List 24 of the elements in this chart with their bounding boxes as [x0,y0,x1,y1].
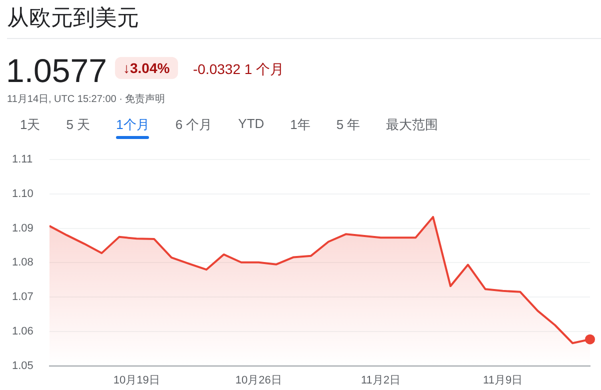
x-tick-label: 10月26日 [235,374,282,386]
x-tick-label: 10月19日 [113,374,160,386]
text: -0.0332 1 个月 [193,61,284,79]
text: 1年 [290,116,310,134]
text: 1.0577 [6,52,107,90]
y-tick-label: 1.06 [12,325,34,338]
text: YTD [238,116,264,133]
y-tick-label: 1.05 [12,360,34,372]
text: 11月14日, UTC 15:27:00 · 免责声明 [7,92,166,106]
text: 5 天 [66,116,90,134]
text: 最大范围 [386,116,438,134]
text: ↓3.04% [115,57,178,79]
x-tick-label: 11月9日 [483,374,523,386]
text: 1个月 [116,116,150,134]
x-tick-label: 11月2日 [360,374,401,386]
y-tick-label: 1.07 [12,291,34,304]
text: 6 个月 [175,116,212,134]
chart-title: 从欧元到美元 [7,4,139,32]
y-tick-label: 1.09 [12,222,34,234]
y-tick-label: 1.11 [12,154,33,166]
text: 1天 [20,116,40,134]
text: 5 年 [336,116,360,134]
y-tick-label: 1.10 [12,188,34,200]
y-tick-label: 1.08 [12,256,34,269]
